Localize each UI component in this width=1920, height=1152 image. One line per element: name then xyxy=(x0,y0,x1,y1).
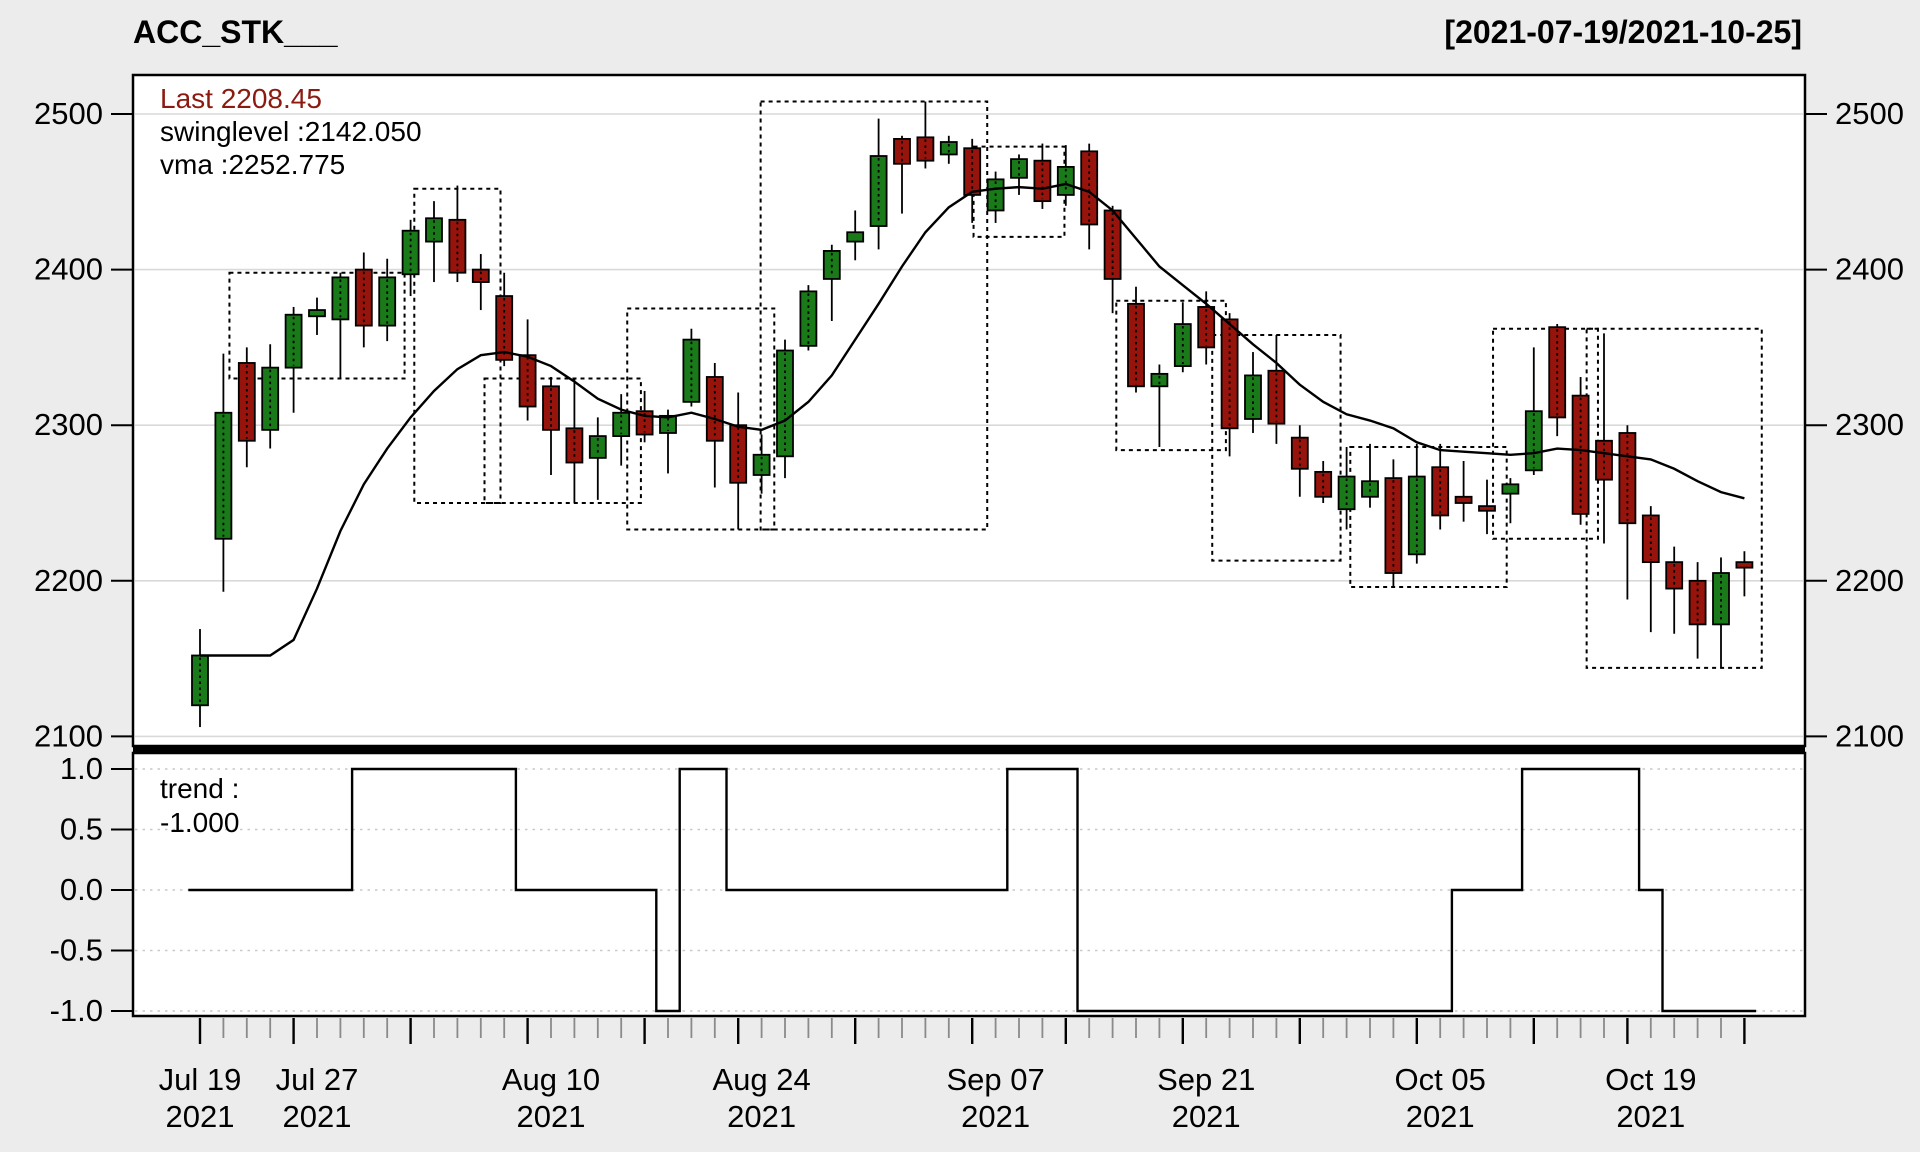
candle-down xyxy=(1595,439,1613,481)
price-tick-label-right: 2100 xyxy=(1835,718,1904,753)
price-tick-label-left: 2100 xyxy=(34,718,103,753)
candle-up xyxy=(261,366,280,431)
candle-down xyxy=(1220,318,1239,430)
x-axis-label-date: Jul 19 xyxy=(159,1062,242,1097)
candle-down xyxy=(916,136,935,162)
candle-down xyxy=(1127,302,1145,388)
candle-down xyxy=(471,268,490,283)
vma-line xyxy=(200,182,1745,657)
legend-vma: vma :2252.775 xyxy=(160,149,346,180)
trend-tick-label: 0.5 xyxy=(60,812,103,847)
candle-down xyxy=(1478,505,1496,512)
swing-level-box xyxy=(228,271,406,380)
trend-tick-label: 0.0 xyxy=(60,872,103,907)
x-axis-label-date: Sep 21 xyxy=(1157,1062,1255,1097)
x-axis-label-year: 2021 xyxy=(1172,1099,1241,1134)
x-axis-label-date: Oct 19 xyxy=(1605,1062,1696,1097)
page-title: ACC_STK___ xyxy=(133,14,338,50)
candle-down xyxy=(705,376,724,442)
x-axis-label-date: Aug 10 xyxy=(502,1062,600,1097)
candle-down xyxy=(1571,394,1590,515)
candle-up xyxy=(612,411,631,437)
price-tick-label-left: 2400 xyxy=(34,252,103,287)
candle-up xyxy=(191,654,209,707)
date-range-label: [2021-07-19/2021-10-25] xyxy=(1444,14,1802,50)
x-axis-label-date: Jul 27 xyxy=(276,1062,359,1097)
price-tick-label-right: 2300 xyxy=(1835,407,1904,442)
trend-panel xyxy=(131,751,1807,1018)
price-tick-label-left: 2500 xyxy=(34,96,103,131)
candle-down xyxy=(495,295,514,361)
candle-up xyxy=(939,141,958,156)
candle-up xyxy=(588,435,607,459)
trend-value: -1.000 xyxy=(160,807,240,838)
x-axis-label-year: 2021 xyxy=(961,1099,1030,1134)
price-tick-label-right: 2200 xyxy=(1835,563,1904,598)
candle-up xyxy=(378,276,397,327)
panel-separator xyxy=(133,745,1805,754)
trend-step-line xyxy=(188,767,1757,1013)
legend-swinglevel: swinglevel :2142.050 xyxy=(160,116,422,147)
candle-down xyxy=(565,427,584,464)
legend: Last 2208.45 swinglevel :2142.050 vma :2… xyxy=(160,82,422,181)
candle-down xyxy=(1665,561,1684,590)
x-axis-label-year: 2021 xyxy=(727,1099,796,1134)
x-axis-label-date: Oct 05 xyxy=(1395,1062,1486,1097)
price-tick-label-right: 2400 xyxy=(1835,252,1904,287)
price-tick-label-left: 2200 xyxy=(34,563,103,598)
candle-up xyxy=(1150,372,1169,388)
candle-down xyxy=(1431,466,1450,517)
candle-up xyxy=(1501,483,1520,495)
candle-up xyxy=(1361,480,1379,498)
candle-down xyxy=(1641,514,1660,564)
candle-down xyxy=(893,137,911,165)
trend-label: trend : xyxy=(160,773,240,804)
x-axis-label-year: 2021 xyxy=(1616,1099,1685,1134)
x-axis-label-year: 2021 xyxy=(1406,1099,1475,1134)
candle-down xyxy=(963,147,982,196)
candle-up xyxy=(1524,410,1543,472)
candle-up xyxy=(776,349,794,458)
x-axis-label-year: 2021 xyxy=(166,1099,235,1134)
swing-level-box xyxy=(1349,445,1508,589)
price-tick-label-left: 2300 xyxy=(34,407,103,442)
trend-tick-label: 1.0 xyxy=(60,751,103,786)
x-axis-label-year: 2021 xyxy=(517,1099,586,1134)
candle-up xyxy=(308,309,326,318)
price-tick-label-right: 2500 xyxy=(1835,96,1904,131)
candle-down xyxy=(1735,561,1754,569)
candle-up xyxy=(425,217,443,243)
x-axis-label-year: 2021 xyxy=(283,1099,352,1134)
candle-down xyxy=(1454,495,1473,504)
swing-level-box xyxy=(759,100,989,531)
candle-up xyxy=(846,231,865,243)
swing-level-box xyxy=(483,377,642,504)
candle-up xyxy=(869,155,888,227)
swing-level-box xyxy=(1492,327,1599,540)
candle-down xyxy=(1314,470,1333,498)
trend-legend: trend : -1.000 xyxy=(160,772,239,840)
candle-down xyxy=(1384,477,1403,574)
candle-up xyxy=(1712,572,1730,626)
trend-tick-label: -1.0 xyxy=(50,993,103,1028)
x-axis-label-date: Aug 24 xyxy=(712,1062,810,1097)
candle-up xyxy=(682,338,701,403)
candle-down xyxy=(729,424,748,484)
trend-tick-label: -0.5 xyxy=(50,933,103,968)
x-axis-label-date: Sep 07 xyxy=(946,1062,1044,1097)
legend-last-price: Last 2208.45 xyxy=(160,83,322,114)
candle-down xyxy=(518,354,537,408)
